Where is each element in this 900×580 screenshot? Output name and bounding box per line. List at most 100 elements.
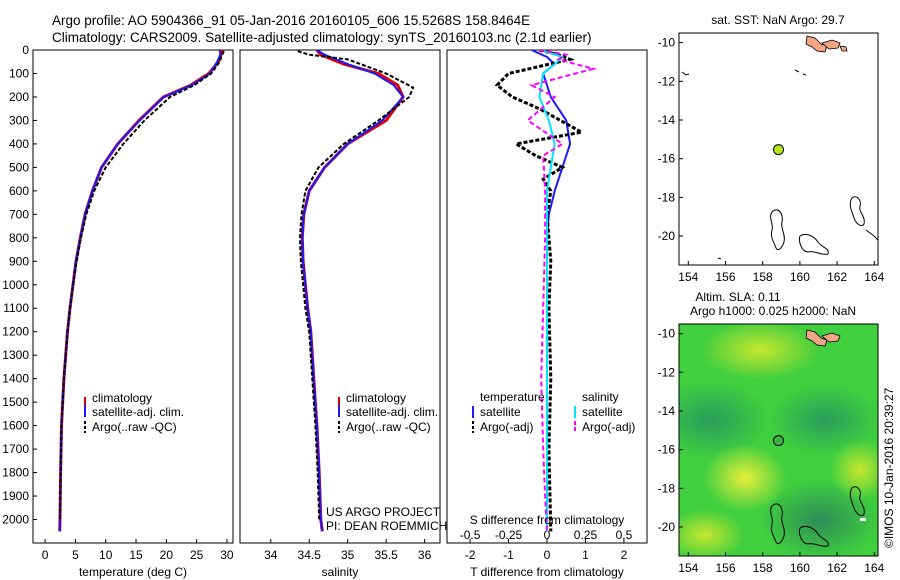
y-tick-label: -20	[658, 520, 676, 534]
land-island	[839, 45, 848, 52]
figure-title-line2: Climatology: CARS2009. Satellite-adjuste…	[52, 30, 592, 45]
y-tick-label: 1600	[2, 419, 29, 433]
sla-map-title-line1: Altim. SLA: 0.11	[695, 290, 780, 304]
y-tick-label: 800	[9, 231, 29, 245]
sla-map-panel: Altim. SLA: 0.11 Argo h1000: 0.025 h2000…	[658, 290, 885, 575]
sla-map-title-line2: Argo h1000: 0.025 h2000: NaN	[690, 304, 856, 318]
x-tick-label: 34.5	[298, 548, 322, 562]
sst-map-title: sat. SST: NaN Argo: 29.7	[711, 13, 845, 27]
x-tick-label: 34	[264, 548, 278, 562]
y-tick-label: 1200	[2, 325, 29, 339]
y-tick-label: 1000	[2, 278, 29, 292]
y-tick-label: -16	[658, 152, 676, 166]
y-tick-label: 300	[9, 113, 29, 127]
x-tick-label: 36	[418, 548, 432, 562]
x-tick-label: 10	[99, 548, 113, 562]
legend-label-argo: Argo(..raw -QC)	[346, 420, 431, 434]
reef-contour	[849, 196, 865, 227]
difference-legend: temperature salinity satellite Argo(-adj…	[472, 390, 635, 434]
salinity-legend: climatology satellite-adj. clim. Argo(..…	[338, 391, 438, 434]
y-tick-label: 1400	[2, 372, 29, 386]
y-tick-label: -18	[658, 190, 676, 204]
temperature-axes-frame	[32, 49, 234, 544]
sla-map-frame	[678, 323, 879, 557]
y-tick-label: 1700	[2, 442, 29, 456]
difference-top-label: S difference from climatology	[470, 513, 625, 527]
x-tick-label: -2	[465, 548, 476, 562]
series-line-climatology	[58, 50, 224, 532]
x-tick-label: 154	[678, 270, 698, 284]
s-tick-label: -0.25	[495, 528, 523, 542]
y-tick-label: -12	[658, 74, 676, 88]
legend-label-s-argo: Argo(-adj)	[582, 420, 635, 434]
x-tick-label: 0	[544, 548, 551, 562]
difference-panel: -2 -1 0 1 2 -0.5 -0.25 0 0.25 0.5 T difference fr…	[446, 49, 648, 579]
legend-label-t-satellite: satellite	[480, 405, 521, 419]
reef-contour	[770, 209, 785, 251]
series-line-salinity-satellite	[538, 50, 565, 532]
y-tick-label: 1800	[2, 466, 29, 480]
sla-low-region	[760, 480, 878, 556]
difference-xlabel: T difference from climatology	[470, 565, 624, 579]
reef-contour	[681, 71, 690, 76]
y-tick-label: -14	[658, 404, 676, 418]
legend-label-satellite: satellite-adj. clim.	[92, 405, 184, 419]
reef-contour	[770, 503, 785, 545]
reef-contour	[849, 486, 865, 517]
y-tick-label: 700	[9, 207, 29, 221]
reef-contour	[799, 233, 829, 255]
sla-low-region	[679, 382, 770, 458]
y-tick-label: -18	[658, 481, 676, 495]
salinity-panel: 34 34.5 35 35.5 36 salinity climatology sate…	[239, 49, 447, 579]
x-tick-label: 35	[341, 548, 355, 562]
salinity-xlabel: salinity	[322, 565, 359, 579]
y-tick-label: 900	[9, 254, 29, 268]
series-line-argo-raw-qc-	[297, 50, 415, 520]
salinity-axes-frame	[239, 49, 441, 544]
x-tick-label: 2	[621, 548, 628, 562]
x-tick-label: 25	[190, 548, 204, 562]
y-tick-label: -20	[658, 229, 676, 243]
y-tick-label: 1300	[2, 348, 29, 362]
series-line-satellite-adj-clim-	[58, 50, 222, 532]
y-tick-label: 500	[9, 160, 29, 174]
project-annotation: US ARGO PROJECT	[326, 505, 441, 519]
x-tick-label: 164	[864, 270, 884, 284]
sla-high-region	[700, 324, 820, 380]
land-island	[805, 35, 828, 53]
temperature-xlabel: temperature (deg C)	[79, 565, 187, 579]
series-line-salinity-argo-adj-	[526, 50, 598, 532]
s-tick-label: -0.5	[460, 528, 481, 542]
reef-contour	[794, 69, 807, 76]
series-line-satellite-adj-clim-	[301, 50, 405, 532]
reef-contour	[717, 257, 722, 260]
legend-title-temperature: temperature	[480, 390, 545, 404]
legend-label-s-satellite: satellite	[582, 405, 623, 419]
sla-high-region	[703, 444, 787, 512]
sla-high-region	[679, 509, 745, 556]
s-tick-label: 0.5	[616, 528, 633, 542]
x-tick-label: 1	[582, 548, 589, 562]
y-tick-label: 100	[9, 66, 29, 80]
y-tick-label: 600	[9, 184, 29, 198]
s-tick-label: 0.25	[574, 528, 598, 542]
reef-contour	[799, 525, 829, 547]
sst-map-panel: sat. SST: NaN Argo: 29.7 154 156 158 160 162…	[658, 13, 885, 284]
land-islet	[860, 518, 866, 521]
x-tick-label: 160	[790, 561, 810, 575]
sla-field	[679, 324, 878, 556]
pi-annotation: PI: DEAN ROEMMICH	[326, 519, 447, 533]
series-line-argo-raw-qc-	[59, 50, 225, 520]
land-island	[805, 329, 828, 347]
y-tick-label: 1100	[3, 301, 29, 315]
imos-timestamp: ©IMOS 10-Jan-2016 20:39:27	[882, 387, 896, 548]
sla-low-region	[770, 385, 878, 455]
x-tick-label: 160	[790, 270, 810, 284]
land-island	[821, 39, 841, 50]
x-tick-label: 164	[864, 561, 884, 575]
sla-high-region	[830, 440, 878, 500]
x-tick-label: 30	[220, 548, 234, 562]
legend-label-t-argo: Argo(-adj)	[480, 420, 533, 434]
y-tick-label: -10	[658, 327, 676, 341]
